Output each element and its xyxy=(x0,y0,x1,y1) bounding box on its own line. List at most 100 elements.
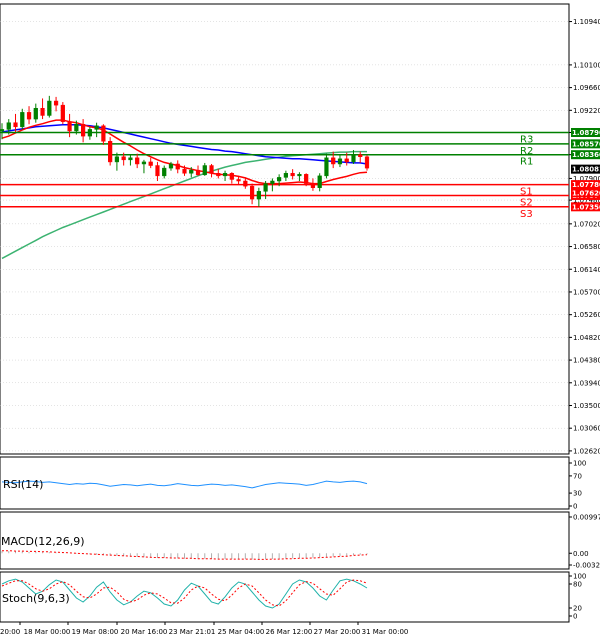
price-tick-label: 1.02620 xyxy=(573,447,600,455)
candle-body xyxy=(290,173,295,177)
price-tick-label: 1.03500 xyxy=(573,402,600,410)
price-panel[interactable]: 1.10940 1.10100 1.09660 1.09220 1.08790 1.083… xyxy=(0,3,600,455)
candle-body xyxy=(216,173,221,177)
candle-body xyxy=(297,174,302,177)
price-tick-label: 1.03940 xyxy=(573,379,600,387)
candle-body xyxy=(189,169,194,174)
price-tick-label: 1.09220 xyxy=(573,107,600,115)
time-tick-label: 23 Mar 21:01 xyxy=(169,628,216,636)
candle-body xyxy=(128,157,133,161)
level-tag-r3: 1.08790 xyxy=(572,129,600,137)
stoch-tick-label: 20 xyxy=(573,605,582,613)
candle-body xyxy=(74,123,79,132)
price-tick-label: 1.07480 xyxy=(573,197,600,205)
candle-body xyxy=(135,157,140,165)
candle-body xyxy=(324,157,329,177)
ma-mid-line xyxy=(1,124,368,165)
candle-body xyxy=(310,183,316,188)
price-tick-label: 1.10940 xyxy=(573,18,600,26)
macd-tick-label: -0.00323 xyxy=(573,562,600,570)
candle-body xyxy=(256,191,261,200)
macd-tick-label: 0.00 xyxy=(573,550,589,558)
level-tag-r1: 1.08360 xyxy=(572,151,600,159)
stoch-lines xyxy=(1,578,368,609)
partial-price-tag: 1.07620 xyxy=(572,189,600,197)
candle-body xyxy=(337,158,343,165)
candle-body xyxy=(202,165,207,176)
macd-panel[interactable]: 0.00997 0.00 -0.00323 MACD(12,26,9) xyxy=(0,511,600,570)
level-label-s3: S3 xyxy=(520,209,533,220)
candle-body xyxy=(155,165,160,177)
stoch-tick-label: 0 xyxy=(573,613,577,621)
rsi-tick-label: 0 xyxy=(573,503,577,511)
level-label-r1: R1 xyxy=(520,157,533,168)
time-tick-label: 31 Mar 00:00 xyxy=(362,628,409,636)
level-tag-s3: 1.07350 xyxy=(572,203,600,211)
candle-body xyxy=(67,121,72,132)
level-tag-r2-bg xyxy=(571,139,600,149)
rsi-label: RSI(14) xyxy=(3,478,43,491)
time-axis: 20:00 18 Mar 00:00 19 Mar 08:00 20 Mar 16:0… xyxy=(0,622,408,636)
current-price-tag-bg xyxy=(571,164,600,174)
rsi-panel[interactable]: 100 70 30 0 RSI(14) xyxy=(0,456,586,511)
candle-body xyxy=(364,156,370,169)
price-tick-label: 1.04380 xyxy=(573,357,600,365)
level-tag-s1: 1.07780 xyxy=(572,181,600,189)
stoch-tick-label: 100 xyxy=(573,573,586,581)
candle-body xyxy=(6,122,11,130)
level-label-s1: S1 xyxy=(520,187,533,198)
ma-mid-path xyxy=(1,124,368,165)
time-tick-label: 25 Mar 04:00 xyxy=(218,628,265,636)
level-tag-s3-bg xyxy=(571,202,600,212)
candle-body xyxy=(270,180,275,184)
candle-body xyxy=(162,167,167,177)
candle-body xyxy=(20,112,25,128)
level-label-r3: R3 xyxy=(520,134,533,145)
price-tick-label: 1.04820 xyxy=(573,334,600,342)
rsi-tick-label: 30 xyxy=(573,490,582,498)
candle-body xyxy=(182,168,187,174)
price-tags: 1.087901.085701.083601.077801.075701.073… xyxy=(571,127,600,212)
stoch-signal-path xyxy=(1,579,368,607)
stoch-tick-label: 80 xyxy=(573,581,582,589)
macd-signal-path xyxy=(2,550,368,560)
candle-body xyxy=(141,161,147,165)
candle-body xyxy=(53,100,59,106)
time-tick-label: 26 Mar 12:00 xyxy=(266,628,313,636)
candle-body xyxy=(229,173,234,180)
candle-body xyxy=(195,169,201,176)
candle-body xyxy=(94,125,99,130)
candle-body xyxy=(114,156,120,163)
candle-body xyxy=(317,175,322,188)
price-tick-label: 1.09660 xyxy=(573,84,600,92)
candle-body xyxy=(168,163,174,169)
price-tick-label: 1.07900 xyxy=(573,175,600,183)
candle-body xyxy=(249,185,255,200)
candle-body xyxy=(222,173,228,177)
candle-body xyxy=(47,100,52,116)
candle-body xyxy=(148,161,153,166)
candle-body xyxy=(331,157,336,165)
candle-body xyxy=(26,112,32,120)
candle-body xyxy=(121,156,126,161)
price-tick-label: 1.05700 xyxy=(573,288,600,296)
macd-signal-line xyxy=(2,550,368,560)
candle-body xyxy=(13,122,18,128)
partial-price-tag-bg xyxy=(571,188,600,198)
candle-body xyxy=(101,125,106,142)
rsi-tick-label: 100 xyxy=(573,460,586,468)
macd-label: MACD(12,26,9) xyxy=(1,535,85,548)
macd-tick-label: 0.00997 xyxy=(573,514,600,522)
time-tick-label: 27 Mar 20:00 xyxy=(314,628,361,636)
candle-body xyxy=(60,104,65,122)
candle-body xyxy=(87,129,92,137)
candle-body xyxy=(108,141,113,163)
price-tick-label: 1.05260 xyxy=(573,311,600,319)
price-tick-label: 1.06140 xyxy=(573,266,600,274)
rsi-line xyxy=(1,480,368,489)
